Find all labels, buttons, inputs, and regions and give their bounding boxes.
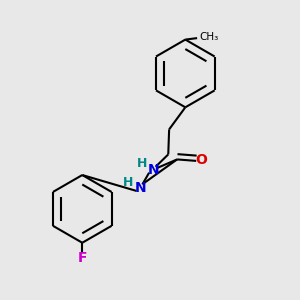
Text: N: N xyxy=(148,163,159,177)
Text: H: H xyxy=(136,157,147,170)
Text: F: F xyxy=(77,251,87,265)
Text: O: O xyxy=(196,153,208,167)
Text: H: H xyxy=(123,176,134,189)
Text: CH₃: CH₃ xyxy=(199,32,218,42)
Text: N: N xyxy=(134,181,146,195)
